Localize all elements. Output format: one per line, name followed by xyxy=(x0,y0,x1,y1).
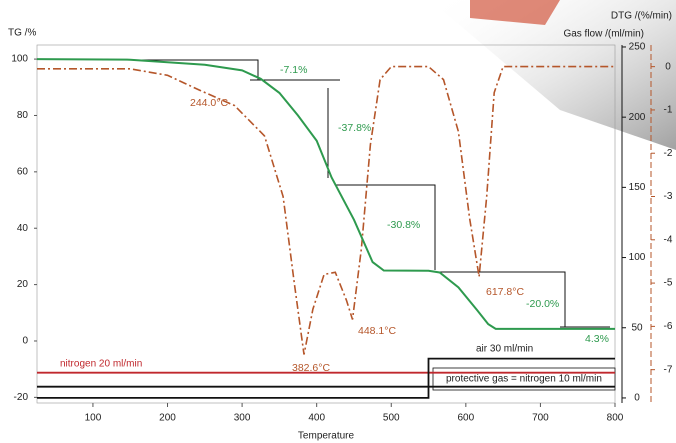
y2-axis-title: DTG /(%/min) xyxy=(611,11,672,22)
plot-frame xyxy=(36,44,616,404)
y-tick-label: -20 xyxy=(14,392,29,403)
annotation: 617.8°C xyxy=(486,286,524,298)
gas-flow-line xyxy=(37,357,615,399)
dtg-line xyxy=(37,65,615,355)
background-photo xyxy=(430,0,676,150)
x-tick-label: 600 xyxy=(457,413,474,424)
annotation: -30.8% xyxy=(387,219,420,231)
gas-label: protective gas = nitrogen 10 ml/min xyxy=(446,374,602,385)
background-photo xyxy=(470,0,560,25)
y3-tick-label: 0 xyxy=(634,393,640,404)
annotation: 448.1°C xyxy=(358,325,396,337)
y3-tick-label: 150 xyxy=(629,182,646,193)
y3-tick-label: 100 xyxy=(629,252,646,263)
y-tick-label: 100 xyxy=(11,54,28,65)
y2-tick-label: -7 xyxy=(664,364,673,375)
y2-tick-label: -1 xyxy=(664,105,673,116)
x-tick-label: 800 xyxy=(607,413,624,424)
annotation: -20.0% xyxy=(526,298,559,310)
gas-label: nitrogen 20 ml/min xyxy=(60,359,142,370)
tg-line xyxy=(36,58,615,330)
y2-tick-label: -2 xyxy=(664,148,673,159)
annotation: 4.3% xyxy=(585,333,609,345)
x-tick-label: 700 xyxy=(532,413,549,424)
y3-tick-label: 200 xyxy=(629,112,646,123)
y2-tick-label: -5 xyxy=(664,278,673,289)
x-tick-label: 100 xyxy=(85,413,102,424)
x-tick-label: 300 xyxy=(234,413,251,424)
y-tick-label: 60 xyxy=(17,166,29,177)
y-tick-label: 0 xyxy=(22,336,28,347)
y-tick-label: 40 xyxy=(17,223,29,234)
gas-label: air 30 ml/min xyxy=(476,344,533,355)
step-line xyxy=(140,59,340,81)
x-tick-label: 200 xyxy=(159,413,176,424)
y-axis-title: TG /% xyxy=(8,28,36,39)
y3-axis-title: Gas flow /(ml/min) xyxy=(563,29,644,40)
y-tick-label: 20 xyxy=(17,279,29,290)
y2-tick-label: -4 xyxy=(664,234,673,245)
annotation: 382.6°C xyxy=(292,362,330,374)
x-tick-label: 400 xyxy=(308,413,325,424)
step-markers xyxy=(140,59,610,328)
x-tick-label: 500 xyxy=(383,413,400,424)
annotation: 244.0°C xyxy=(190,97,228,109)
annotation: -7.1% xyxy=(280,64,307,76)
y2-tick-label: -6 xyxy=(664,321,673,332)
y3-tick-label: 50 xyxy=(631,322,643,333)
x-axis-title: Temperature xyxy=(298,431,355,442)
y2-tick-label: -3 xyxy=(664,191,673,202)
annotation: -37.8% xyxy=(338,122,371,134)
y3-tick-label: 250 xyxy=(629,42,646,53)
y-tick-label: 80 xyxy=(17,110,29,121)
y2-tick-label: 0 xyxy=(665,61,671,72)
